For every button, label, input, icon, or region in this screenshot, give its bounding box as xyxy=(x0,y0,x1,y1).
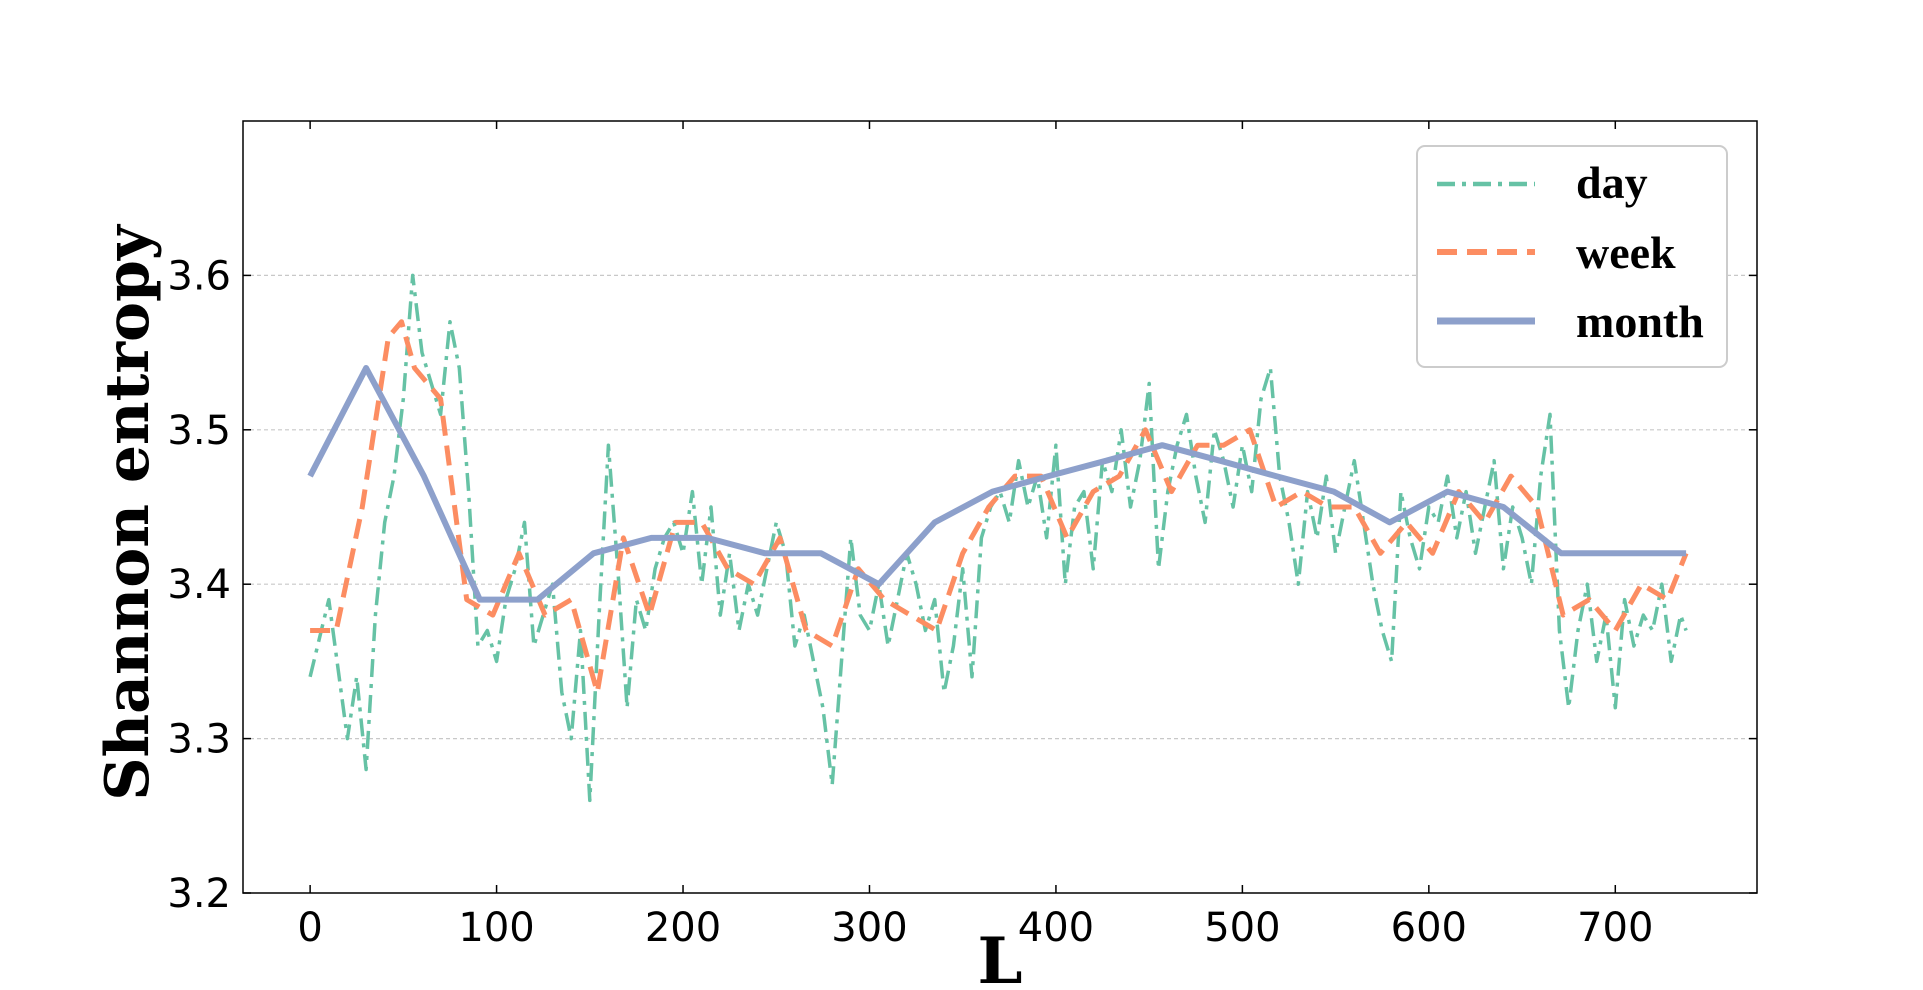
y-tick-label: 3.3 xyxy=(167,717,231,763)
legend-day-label: day xyxy=(1576,157,1648,208)
x-tick-label: 700 xyxy=(1577,905,1653,951)
x-tick-label: 600 xyxy=(1391,905,1467,951)
x-axis-title: L xyxy=(978,924,1023,990)
grid xyxy=(243,274,1757,740)
x-tick-label: 500 xyxy=(1204,905,1280,951)
legend-box xyxy=(1416,145,1728,368)
legend-week-label: week xyxy=(1576,227,1676,278)
x-tick-label: 0 xyxy=(297,905,322,951)
x-tick-label: 300 xyxy=(831,905,907,951)
legend: day week month xyxy=(1416,145,1728,368)
y-tick-label: 3.2 xyxy=(167,871,231,917)
y-tick-label: 3.6 xyxy=(167,253,231,299)
legend-month-label: month xyxy=(1576,296,1704,347)
x-tick-label: 200 xyxy=(645,905,721,951)
series-layer xyxy=(307,273,1689,803)
y-axis-title: Shannon entropy xyxy=(93,223,163,801)
y-tick-label: 3.4 xyxy=(167,562,231,608)
plot-frame xyxy=(242,120,1758,894)
x-tick-label: 100 xyxy=(458,905,534,951)
series-line-month xyxy=(307,365,1687,603)
y-tick-label: 3.5 xyxy=(167,408,231,454)
series-line-day xyxy=(308,273,1688,803)
ticks: 3.2 3.3 3.4 3.5 3.6 0 100 200 300 400 500 600 700 xyxy=(167,121,1757,951)
x-tick-label: 400 xyxy=(1018,905,1094,951)
